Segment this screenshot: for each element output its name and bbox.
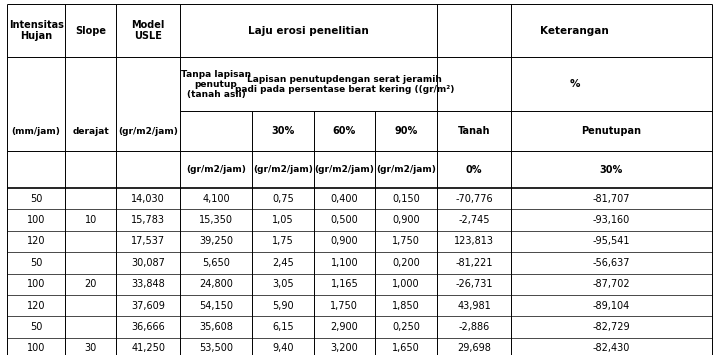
- Text: 30,087: 30,087: [131, 258, 165, 268]
- Text: 3,200: 3,200: [331, 343, 358, 354]
- Text: -56,637: -56,637: [592, 258, 630, 268]
- Text: (gr/m2/jam): (gr/m2/jam): [186, 165, 246, 174]
- Text: 10: 10: [85, 215, 97, 225]
- Text: -89,104: -89,104: [592, 301, 630, 311]
- Text: 17,537: 17,537: [131, 236, 165, 246]
- Text: 1,05: 1,05: [273, 215, 294, 225]
- Text: -82,430: -82,430: [592, 343, 630, 354]
- Text: 2,900: 2,900: [331, 322, 358, 332]
- Text: 0,150: 0,150: [392, 193, 420, 204]
- Text: 54,150: 54,150: [199, 301, 233, 311]
- Text: 1,75: 1,75: [273, 236, 294, 246]
- Text: 120: 120: [27, 301, 45, 311]
- Text: 1,000: 1,000: [392, 279, 420, 289]
- Text: 37,609: 37,609: [131, 301, 165, 311]
- Text: (gr/m2/jam): (gr/m2/jam): [253, 165, 313, 174]
- Text: 0,900: 0,900: [392, 215, 420, 225]
- Text: 39,250: 39,250: [199, 236, 233, 246]
- Text: 5,650: 5,650: [202, 258, 230, 268]
- Text: 20: 20: [85, 279, 97, 289]
- Text: 30%: 30%: [600, 165, 623, 175]
- Text: -81,221: -81,221: [455, 258, 493, 268]
- Text: 15,783: 15,783: [131, 215, 165, 225]
- Text: Laju erosi penelitian: Laju erosi penelitian: [248, 26, 369, 36]
- Text: 3,05: 3,05: [273, 279, 294, 289]
- Text: 33,848: 33,848: [132, 279, 165, 289]
- Text: 36,666: 36,666: [132, 322, 165, 332]
- Text: Intensitas
Hujan: Intensitas Hujan: [9, 20, 63, 41]
- Text: 14,030: 14,030: [132, 193, 165, 204]
- Text: 35,608: 35,608: [199, 322, 233, 332]
- Text: 123,813: 123,813: [454, 236, 494, 246]
- Text: 1,100: 1,100: [331, 258, 358, 268]
- Text: 50: 50: [30, 258, 42, 268]
- Text: -93,160: -93,160: [592, 215, 630, 225]
- Text: (gr/m2/jam): (gr/m2/jam): [314, 165, 375, 174]
- Text: -26,731: -26,731: [455, 279, 493, 289]
- Text: 2,45: 2,45: [273, 258, 294, 268]
- Text: 50: 50: [30, 322, 42, 332]
- Text: (mm/jam): (mm/jam): [12, 127, 60, 136]
- Text: 100: 100: [27, 215, 45, 225]
- Text: Lapisan penutupdengan serat jeramih
padi pada persentase berat kering ((gr/m²): Lapisan penutupdengan serat jeramih padi…: [235, 75, 454, 94]
- Text: 60%: 60%: [333, 126, 356, 136]
- Text: -2,886: -2,886: [459, 322, 490, 332]
- Text: 41,250: 41,250: [131, 343, 165, 354]
- Text: 43,981: 43,981: [457, 301, 491, 311]
- Text: 1,650: 1,650: [392, 343, 420, 354]
- Text: Keterangan: Keterangan: [540, 26, 609, 36]
- Text: -2,745: -2,745: [458, 215, 490, 225]
- Text: 50: 50: [30, 193, 42, 204]
- Text: 1,165: 1,165: [331, 279, 358, 289]
- Text: 120: 120: [27, 236, 45, 246]
- Text: -82,729: -82,729: [592, 322, 631, 332]
- Text: 15,350: 15,350: [199, 215, 233, 225]
- Text: 53,500: 53,500: [199, 343, 233, 354]
- Text: 29,698: 29,698: [457, 343, 491, 354]
- Text: Penutupan: Penutupan: [582, 126, 641, 136]
- Text: 6,15: 6,15: [273, 322, 294, 332]
- Text: Model
USLE: Model USLE: [132, 20, 165, 41]
- Text: 90%: 90%: [395, 126, 418, 136]
- Text: 0,500: 0,500: [331, 215, 358, 225]
- Text: 0,75: 0,75: [273, 193, 294, 204]
- Text: 1,750: 1,750: [331, 301, 358, 311]
- Text: Tanpa lapisan
penutup
(tanah asli): Tanpa lapisan penutup (tanah asli): [181, 70, 251, 99]
- Text: %: %: [569, 80, 580, 89]
- Text: 1,750: 1,750: [392, 236, 420, 246]
- Text: 0,400: 0,400: [331, 193, 358, 204]
- Text: (gr/m2/jam): (gr/m2/jam): [118, 127, 178, 136]
- Text: 0,200: 0,200: [392, 258, 420, 268]
- Text: -95,541: -95,541: [592, 236, 630, 246]
- Text: -81,707: -81,707: [592, 193, 630, 204]
- Text: 24,800: 24,800: [199, 279, 233, 289]
- Text: 100: 100: [27, 279, 45, 289]
- Text: derajat: derajat: [73, 127, 109, 136]
- Text: (gr/m2/jam): (gr/m2/jam): [376, 165, 436, 174]
- Text: 0,250: 0,250: [392, 322, 420, 332]
- Text: 30%: 30%: [272, 126, 295, 136]
- Text: Tanah: Tanah: [458, 126, 490, 136]
- Text: 1,850: 1,850: [392, 301, 420, 311]
- Text: 100: 100: [27, 343, 45, 354]
- Text: Slope: Slope: [75, 26, 106, 36]
- Text: 0%: 0%: [466, 165, 482, 175]
- Text: 0,900: 0,900: [331, 236, 358, 246]
- Text: -87,702: -87,702: [592, 279, 631, 289]
- Text: 5,90: 5,90: [273, 301, 294, 311]
- Text: -70,776: -70,776: [455, 193, 493, 204]
- Text: 9,40: 9,40: [273, 343, 294, 354]
- Text: 30: 30: [85, 343, 97, 354]
- Text: 4,100: 4,100: [202, 193, 230, 204]
